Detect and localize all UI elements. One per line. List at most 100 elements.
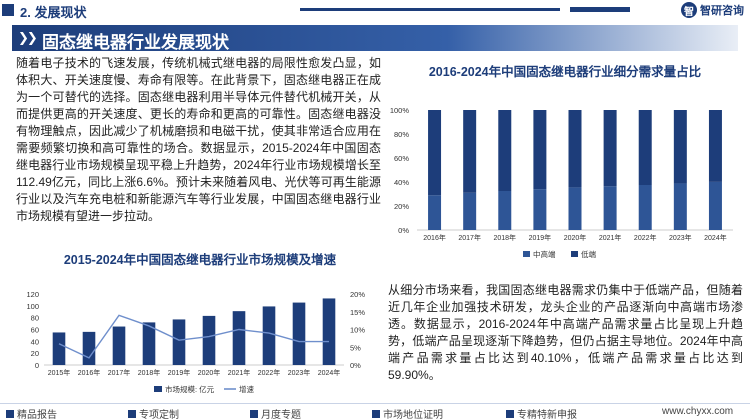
stacked-bar-segment	[463, 192, 477, 230]
y-left-tick-label: 20	[31, 349, 39, 358]
bar	[82, 331, 96, 365]
legend-label: 市场规模: 亿元	[165, 384, 215, 394]
stacked-bar-segment	[638, 110, 652, 185]
footer-item-label: 专精特新申报	[517, 410, 577, 419]
x-tick-label: 2016年	[78, 368, 101, 377]
x-tick-label: 2020年	[198, 368, 221, 377]
stacked-bar-segment	[568, 110, 582, 188]
x-tick-label: 2022年	[634, 233, 657, 242]
y-tick-label: 20%	[394, 202, 409, 211]
legend-swatch	[523, 251, 530, 257]
stacked-bar-segment	[463, 110, 477, 193]
y-right-tick-label: 15%	[350, 308, 365, 317]
stacked-bar-segment	[568, 187, 582, 230]
footer-item-label: 市场地位证明	[383, 410, 443, 419]
x-tick-label: 2016年	[423, 233, 446, 242]
x-tick-label: 2024年	[704, 233, 727, 242]
y-tick-label: 40%	[394, 178, 409, 187]
brand-logo[interactable]: 智 智研咨询	[681, 2, 744, 18]
x-tick-label: 2015年	[48, 368, 71, 377]
y-left-tick-label: 0	[35, 361, 39, 370]
y-right-tick-label: 10%	[350, 326, 365, 335]
bar	[262, 306, 276, 365]
bar	[322, 298, 336, 365]
bar	[172, 319, 186, 365]
chart-2-title: 2016-2024年中国固态继电器行业细分需求量占比	[428, 65, 702, 79]
market-size-chart: 0 20 40 60 80 100 120 0% 5% 10% 15% 20% 2015年 2016年 20…	[26, 290, 365, 394]
top-bar: 2. 发展现状 智 智研咨询	[0, 0, 750, 22]
segment-demand-chart: 0% 20% 40% 60% 80% 100% 2016年 2017年 2018年 2019年 20…	[390, 106, 733, 259]
footer-item-monthly[interactable]: 月度专题	[250, 406, 301, 419]
y-tick-label: 0%	[398, 226, 409, 235]
bar	[292, 302, 306, 365]
stacked-bar-segment	[603, 186, 617, 230]
y-left-tick-label: 100	[26, 302, 39, 311]
x-tick-label: 2018年	[493, 233, 516, 242]
footer-item-specialized[interactable]: 专精特新申报	[506, 406, 577, 419]
footer-item-certification[interactable]: 市场地位证明	[372, 406, 443, 419]
analysis-paragraph: 从细分市场来看，我国固态继电器需求仍集中于低端产品，但随着近几年企业加强技术研发…	[388, 283, 743, 382]
chevron-right-icon: ❯❯	[18, 30, 38, 45]
legend-label: 低端	[581, 249, 596, 259]
logo-icon: 智	[681, 2, 697, 18]
bar	[142, 322, 156, 365]
footer-item-custom[interactable]: 专项定制	[128, 406, 179, 419]
footer-url-text: www.chyxx.com	[662, 406, 734, 417]
header-divider-accent	[570, 7, 630, 12]
square-icon	[372, 409, 380, 418]
section-marker	[2, 4, 14, 16]
x-tick-label: 2017年	[458, 233, 481, 242]
y-tick-label: 80%	[394, 130, 409, 139]
page-title: 固态继电器行业发展现状	[42, 33, 229, 52]
stacked-bar-segment	[533, 110, 547, 190]
y-left-tick-label: 120	[26, 290, 39, 299]
logo-text: 智研咨询	[700, 5, 744, 17]
x-tick-label: 2021年	[228, 368, 251, 377]
x-tick-label: 2019年	[168, 368, 191, 377]
y-right-tick-label: 0%	[350, 361, 361, 370]
square-icon	[506, 409, 514, 418]
legend-label: 中高端	[533, 249, 556, 259]
bar	[232, 311, 246, 365]
bar	[112, 326, 126, 365]
x-tick-label: 2022年	[258, 368, 281, 377]
x-tick-label: 2020年	[564, 233, 587, 242]
y-tick-label: 100%	[390, 106, 410, 115]
bar	[52, 332, 66, 365]
x-tick-label: 2018年	[138, 368, 161, 377]
square-icon	[250, 409, 258, 418]
x-tick-label: 2019年	[529, 233, 552, 242]
footer-item-label: 专项定制	[139, 410, 179, 419]
square-icon	[128, 409, 136, 418]
stacked-bar-segment	[638, 185, 652, 230]
stacked-bar-segment	[428, 110, 442, 196]
footer-item-label: 月度专题	[261, 410, 301, 419]
footer-item-reports[interactable]: 精品报告	[6, 406, 57, 419]
y-left-tick-label: 80	[31, 314, 39, 323]
x-tick-label: 2017年	[108, 368, 131, 377]
stacked-bar-segment	[498, 191, 512, 230]
header-divider	[300, 8, 560, 11]
legend-swatch	[571, 251, 578, 257]
square-icon	[6, 409, 14, 418]
footer-divider	[0, 403, 750, 404]
x-tick-label: 2021年	[599, 233, 622, 242]
chart-1-title: 2015-2024年中国固态继电器行业市场规模及增速	[63, 253, 337, 267]
y-right-tick-label: 5%	[350, 343, 361, 352]
stacked-bar-segment	[673, 110, 687, 184]
footer-url[interactable]: www.chyxx.com	[662, 406, 733, 417]
x-tick-label: 2023年	[669, 233, 692, 242]
stacked-bar-segment	[673, 183, 687, 230]
stacked-bar-segment	[533, 189, 547, 230]
growth-line	[58, 314, 329, 359]
y-right-tick-label: 20%	[350, 290, 365, 299]
intro-paragraph: 随着电子技术的飞速发展，传统机械式继电器的局限性愈发凸显，如体积大、开关速度慢、…	[16, 56, 381, 223]
stacked-bar-segment	[428, 195, 442, 230]
title-banner: ❯❯ 固态继电器行业发展现状	[12, 25, 738, 52]
y-tick-label: 60%	[394, 154, 409, 163]
stacked-bar-segment	[603, 110, 617, 187]
footer: 精品报告 专项定制 月度专题 市场地位证明 专精特新申报 www.chyxx.c…	[0, 403, 750, 419]
stacked-bar-segment	[708, 110, 722, 182]
stacked-bar-segment	[708, 181, 722, 230]
legend-label: 增速	[239, 384, 254, 394]
